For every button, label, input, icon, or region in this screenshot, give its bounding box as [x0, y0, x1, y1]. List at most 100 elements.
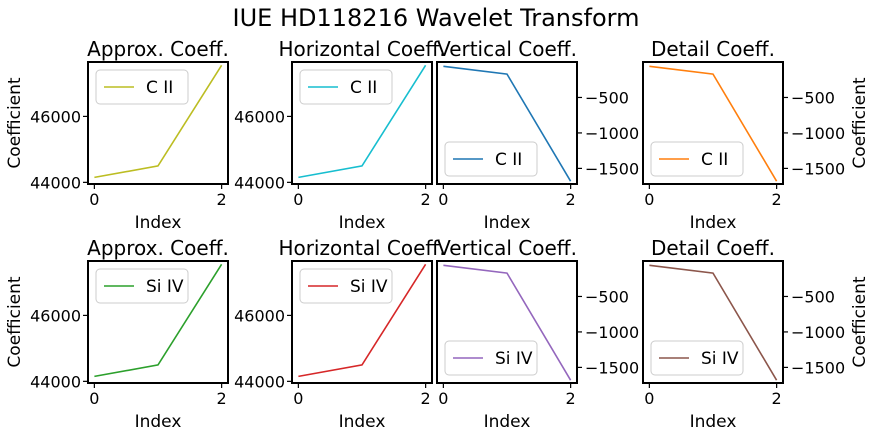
legend-label: C II: [146, 78, 173, 98]
x-tick-label: 0: [438, 190, 448, 209]
legend: Si IV: [299, 268, 393, 304]
y-tick-label: 44000: [30, 173, 81, 192]
x-tick-label: 2: [421, 389, 431, 408]
x-axis-label: Index: [135, 412, 182, 432]
x-axis-label: Index: [690, 412, 737, 432]
subplot-title: Approx. Coeff.: [87, 236, 229, 260]
legend-label: Si IV: [146, 277, 184, 297]
legend-box: [299, 69, 393, 105]
axes-frame: [291, 260, 433, 384]
legend: C II: [444, 141, 538, 177]
y-tick-label: −500: [791, 88, 835, 107]
y-tick-label: 44000: [234, 173, 285, 192]
series-line: [298, 64, 427, 179]
figure-title: IUE HD118216 Wavelet Transform: [233, 4, 640, 32]
series-line: [649, 65, 778, 182]
y-tick-label: −500: [791, 287, 835, 306]
legend-box: [650, 340, 744, 376]
legend-label: C II: [495, 150, 522, 170]
legend: Si IV: [650, 340, 744, 376]
legend-label: C II: [701, 150, 728, 170]
x-tick-label: 0: [438, 389, 448, 408]
subplot-title: Approx. Coeff.: [87, 37, 229, 61]
x-axis-label: Index: [484, 412, 531, 432]
series-line: [94, 64, 223, 179]
legend-box: [95, 268, 189, 304]
x-tick-label: 2: [566, 190, 576, 209]
x-tick-label: 2: [566, 389, 576, 408]
series-line: [649, 264, 778, 381]
legend: C II: [650, 141, 744, 177]
x-tick-label: 0: [293, 190, 303, 209]
subplot-7: Detail Coeff. 0 2 −500 −1000 −1500 Index Coeffi…: [642, 236, 870, 432]
legend: C II: [95, 69, 189, 105]
series-line: [443, 264, 572, 381]
y-tick-label: −1500: [791, 159, 845, 178]
x-axis-label: Index: [484, 213, 531, 233]
y-tick-label: 46000: [30, 306, 81, 325]
series-line: [298, 263, 427, 378]
subplot-0: Approx. Coeff. 0 2 44000 46000 Index Coefficie…: [5, 37, 229, 233]
subplot-title: Horizontal Coeff.: [278, 37, 445, 61]
legend-box: [444, 340, 538, 376]
subplot-title: Horizontal Coeff.: [278, 236, 445, 260]
x-tick-label: 2: [217, 190, 227, 209]
axes-frame: [291, 61, 433, 185]
axes-frame: [87, 61, 229, 185]
series-line: [94, 263, 223, 378]
x-axis-label: Index: [339, 412, 386, 432]
subplot-title: Detail Coeff.: [651, 236, 775, 260]
y-tick-label: −1000: [585, 323, 639, 342]
x-tick-label: 0: [644, 389, 654, 408]
x-tick-label: 2: [421, 190, 431, 209]
x-tick-label: 0: [89, 389, 99, 408]
axes-frame: [642, 260, 784, 384]
x-tick-label: 0: [89, 190, 99, 209]
subplot-title: Vertical Coeff.: [437, 37, 577, 61]
x-axis-label: Index: [135, 213, 182, 233]
legend-label: C II: [350, 78, 377, 98]
x-tick-label: 2: [772, 190, 782, 209]
x-tick-label: 2: [217, 389, 227, 408]
y-axis-label: Coefficient: [5, 276, 25, 367]
axes-frame: [87, 260, 229, 384]
x-tick-label: 0: [644, 190, 654, 209]
y-tick-label: −1000: [585, 124, 639, 143]
legend-box: [95, 69, 189, 105]
subplot-title: Detail Coeff.: [651, 37, 775, 61]
legend-box: [650, 141, 744, 177]
y-tick-label: 44000: [234, 372, 285, 391]
y-tick-label: −1500: [585, 358, 639, 377]
legend: Si IV: [444, 340, 538, 376]
y-axis-label: Coefficient: [5, 77, 25, 168]
subplot-title: Vertical Coeff.: [437, 236, 577, 260]
y-tick-label: 46000: [234, 306, 285, 325]
axes-frame: [436, 260, 578, 384]
subplot-4: Approx. Coeff. 0 2 44000 46000 Index Coefficie…: [5, 236, 229, 432]
subplots-grid: Approx. Coeff.0 24400046000IndexCoefficie…: [5, 37, 870, 432]
y-axis-label: Coefficient: [850, 276, 870, 367]
y-tick-label: −1000: [791, 323, 845, 342]
legend-box: [444, 141, 538, 177]
x-tick-label: 0: [293, 389, 303, 408]
legend: Si IV: [95, 268, 189, 304]
subplot-3: Detail Coeff. 0 2 −500 −1000 −1500 Index Coeffi…: [642, 37, 870, 233]
x-axis-label: Index: [339, 213, 386, 233]
y-tick-label: −500: [585, 287, 629, 306]
y-axis-label: Coefficient: [850, 77, 870, 168]
legend-label: Si IV: [701, 349, 739, 369]
y-tick-label: 46000: [234, 107, 285, 126]
y-tick-label: 44000: [30, 372, 81, 391]
series-line: [443, 65, 572, 182]
subplot-6: Vertical Coeff. 0 2 −500 −1000 −1500 Index Si I…: [436, 236, 639, 432]
y-tick-label: −1500: [585, 159, 639, 178]
y-tick-label: −500: [585, 88, 629, 107]
x-axis-label: Index: [690, 213, 737, 233]
legend-label: Si IV: [350, 277, 388, 297]
y-tick-label: −1500: [791, 358, 845, 377]
legend-label: Si IV: [495, 349, 533, 369]
legend: C II: [299, 69, 393, 105]
subplot-2: Vertical Coeff. 0 2 −500 −1000 −1500 Index C II: [436, 37, 639, 233]
